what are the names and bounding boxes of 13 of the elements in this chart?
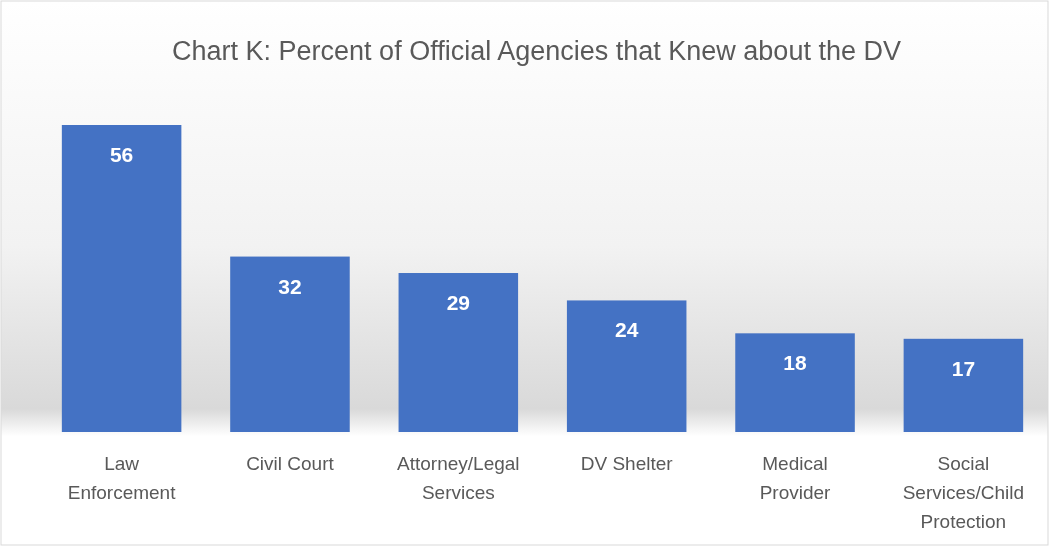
data-label: 17 [951, 356, 976, 380]
x-tick-label: Law Enforcement [67, 453, 177, 503]
chart-title: Chart K: Percent of Official Agencies that Knew about the DV [172, 36, 901, 66]
data-label: 32 [278, 274, 302, 298]
x-tick-label: DV Shelter [580, 453, 674, 474]
x-tick-label: Social Services/Child Protection [902, 453, 1025, 532]
x-tick-label: Attorney/Legal Services [397, 453, 520, 503]
data-label: 18 [783, 351, 808, 375]
data-label: 56 [109, 143, 134, 166]
data-label: 29 [446, 291, 470, 315]
data-label: 24 [615, 318, 639, 342]
x-tick-label: Medical Provider [759, 453, 832, 503]
x-tick-label: Civil Court [246, 453, 335, 474]
